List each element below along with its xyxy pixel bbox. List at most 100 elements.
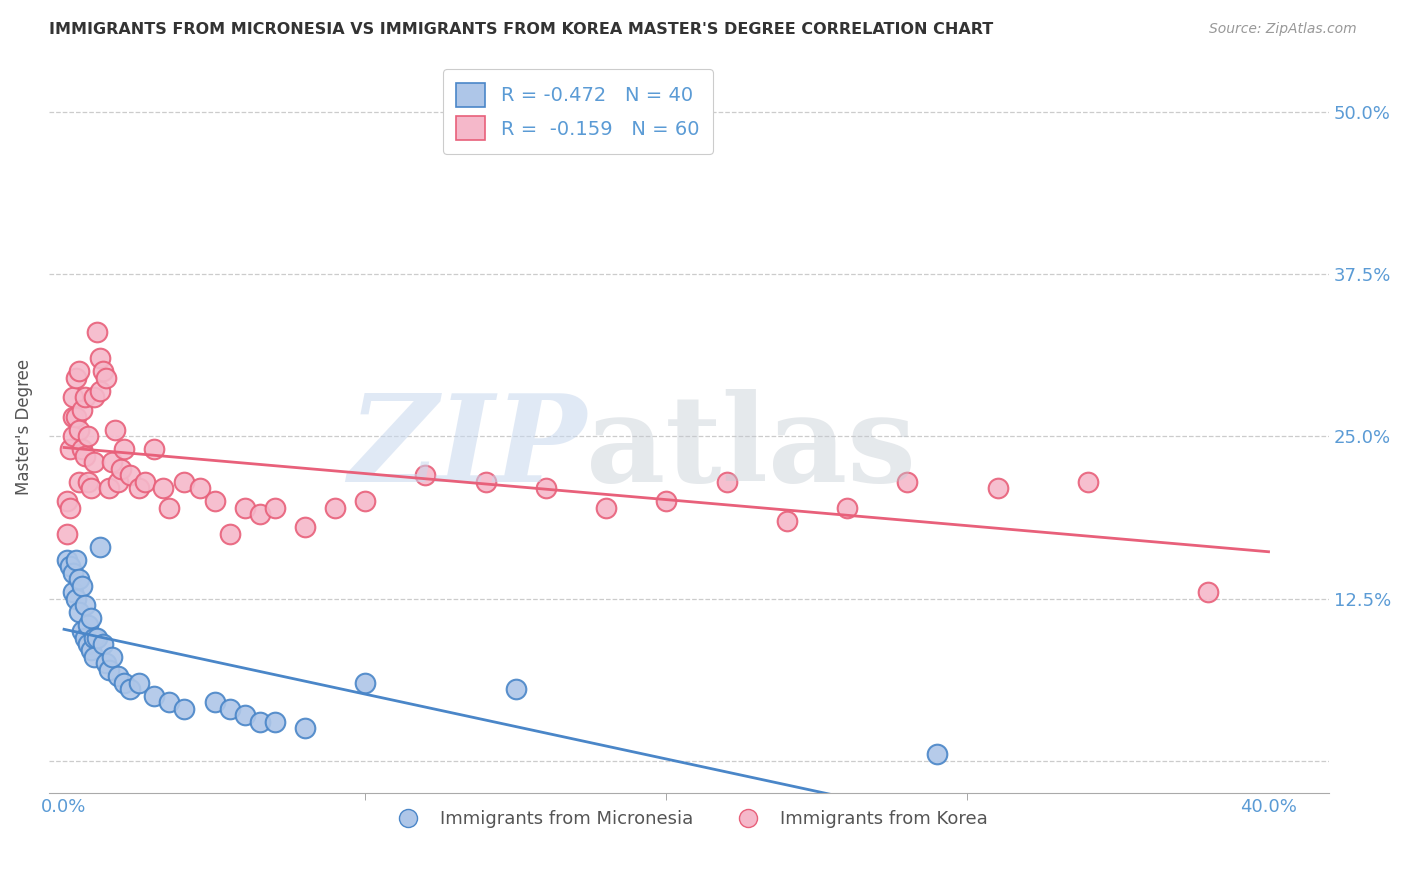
Point <box>59 500 82 515</box>
Point <box>263 714 285 729</box>
Point <box>143 689 166 703</box>
Point <box>56 552 79 566</box>
Point <box>107 475 129 489</box>
Point <box>77 475 100 489</box>
Point <box>65 371 87 385</box>
Point <box>263 500 285 515</box>
Point <box>233 500 256 515</box>
Point <box>218 526 240 541</box>
Point <box>896 475 918 489</box>
Point <box>534 481 557 495</box>
Point <box>249 507 271 521</box>
Point <box>75 598 97 612</box>
Text: Source: ZipAtlas.com: Source: ZipAtlas.com <box>1209 22 1357 37</box>
Point <box>65 591 87 606</box>
Point <box>101 455 124 469</box>
Point <box>204 494 226 508</box>
Point <box>77 617 100 632</box>
Point <box>62 409 84 424</box>
Point <box>56 494 79 508</box>
Point <box>294 520 316 534</box>
Point <box>128 481 150 495</box>
Point <box>101 650 124 665</box>
Point <box>80 611 103 625</box>
Point <box>159 500 181 515</box>
Point <box>77 637 100 651</box>
Point <box>173 702 195 716</box>
Point <box>62 390 84 404</box>
Point <box>249 714 271 729</box>
Point <box>89 384 111 398</box>
Text: IMMIGRANTS FROM MICRONESIA VS IMMIGRANTS FROM KOREA MASTER'S DEGREE CORRELATION : IMMIGRANTS FROM MICRONESIA VS IMMIGRANTS… <box>49 22 994 37</box>
Point <box>595 500 617 515</box>
Point <box>70 442 93 457</box>
Point <box>128 676 150 690</box>
Point <box>70 624 93 638</box>
Point <box>986 481 1008 495</box>
Point <box>173 475 195 489</box>
Point <box>218 702 240 716</box>
Point <box>233 708 256 723</box>
Point <box>62 429 84 443</box>
Point <box>86 326 108 340</box>
Point <box>354 494 377 508</box>
Point <box>59 442 82 457</box>
Y-axis label: Master's Degree: Master's Degree <box>15 359 32 494</box>
Point <box>80 481 103 495</box>
Point <box>56 526 79 541</box>
Point <box>83 631 105 645</box>
Point <box>75 390 97 404</box>
Point <box>188 481 211 495</box>
Point <box>110 461 132 475</box>
Point <box>96 657 118 671</box>
Point <box>83 650 105 665</box>
Point <box>59 559 82 574</box>
Point <box>83 455 105 469</box>
Point <box>120 682 142 697</box>
Point <box>86 631 108 645</box>
Point <box>65 409 87 424</box>
Point <box>67 572 90 586</box>
Point <box>107 669 129 683</box>
Point <box>98 481 121 495</box>
Point <box>143 442 166 457</box>
Point <box>62 585 84 599</box>
Point <box>294 722 316 736</box>
Point <box>354 676 377 690</box>
Point <box>1077 475 1099 489</box>
Point <box>67 475 90 489</box>
Text: ZIP: ZIP <box>349 389 586 508</box>
Text: atlas: atlas <box>586 390 917 508</box>
Point <box>776 514 799 528</box>
Point <box>67 605 90 619</box>
Point <box>75 631 97 645</box>
Point <box>474 475 496 489</box>
Point <box>835 500 858 515</box>
Point <box>62 566 84 580</box>
Point <box>98 663 121 677</box>
Point <box>77 429 100 443</box>
Point <box>89 540 111 554</box>
Point <box>67 364 90 378</box>
Point <box>134 475 156 489</box>
Point <box>1197 585 1219 599</box>
Point <box>120 468 142 483</box>
Point <box>70 578 93 592</box>
Point <box>655 494 678 508</box>
Point <box>112 442 135 457</box>
Point <box>927 747 949 762</box>
Point <box>80 643 103 657</box>
Point <box>83 390 105 404</box>
Point <box>104 423 127 437</box>
Point <box>75 449 97 463</box>
Point <box>505 682 527 697</box>
Point <box>96 371 118 385</box>
Point <box>112 676 135 690</box>
Point <box>89 351 111 366</box>
Point <box>159 695 181 709</box>
Point <box>91 364 114 378</box>
Legend: Immigrants from Micronesia, Immigrants from Korea: Immigrants from Micronesia, Immigrants f… <box>382 803 995 836</box>
Point <box>65 552 87 566</box>
Point <box>204 695 226 709</box>
Point <box>415 468 437 483</box>
